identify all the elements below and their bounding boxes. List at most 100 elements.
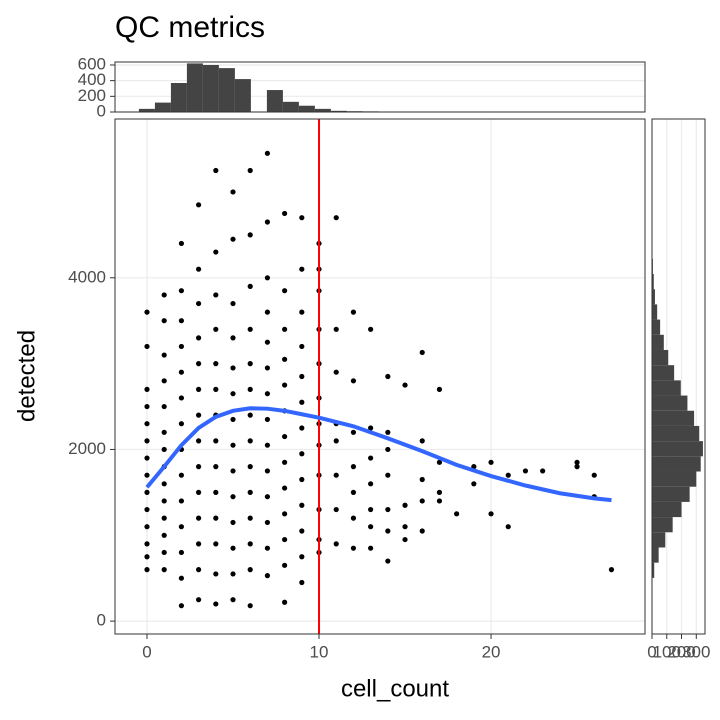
point bbox=[608, 567, 615, 573]
point bbox=[247, 386, 253, 392]
point bbox=[178, 603, 185, 609]
point bbox=[196, 489, 202, 495]
point bbox=[247, 283, 253, 289]
point bbox=[333, 541, 339, 547]
point bbox=[264, 573, 271, 579]
point bbox=[264, 416, 271, 423]
point bbox=[196, 412, 202, 418]
point bbox=[196, 266, 202, 272]
point bbox=[264, 442, 271, 448]
point bbox=[299, 451, 305, 457]
histogram-bar bbox=[652, 365, 675, 381]
point bbox=[385, 506, 391, 513]
point bbox=[230, 519, 236, 526]
point bbox=[264, 219, 271, 225]
point bbox=[196, 361, 202, 367]
point bbox=[230, 571, 236, 577]
point bbox=[368, 425, 374, 431]
point bbox=[247, 167, 253, 174]
point bbox=[299, 399, 305, 405]
point bbox=[488, 459, 494, 465]
point bbox=[488, 511, 494, 517]
point bbox=[161, 515, 167, 521]
point bbox=[282, 536, 288, 543]
x-tick-label: 20 bbox=[482, 642, 501, 661]
point bbox=[196, 464, 202, 470]
point bbox=[230, 300, 236, 307]
trend-line bbox=[145, 406, 612, 503]
point bbox=[264, 494, 271, 500]
histogram-bar bbox=[652, 304, 658, 320]
point bbox=[196, 541, 202, 547]
x-tick-label: 200 bbox=[667, 642, 695, 661]
point bbox=[213, 326, 219, 332]
point bbox=[144, 472, 150, 478]
point bbox=[333, 369, 339, 375]
histogram-bar bbox=[330, 110, 347, 112]
point bbox=[368, 506, 374, 513]
histogram-bar bbox=[652, 501, 682, 518]
histogram-bar bbox=[652, 334, 664, 350]
point bbox=[419, 528, 425, 534]
panel-border bbox=[114, 61, 646, 113]
x-tick-label: 10 bbox=[310, 642, 329, 661]
point bbox=[264, 545, 271, 551]
point bbox=[385, 429, 391, 435]
point bbox=[299, 425, 305, 431]
y-tick-label: 600 bbox=[78, 54, 106, 73]
point bbox=[144, 541, 150, 547]
point bbox=[333, 472, 339, 478]
histogram-bar bbox=[652, 410, 695, 426]
point bbox=[144, 567, 150, 573]
point bbox=[282, 356, 288, 362]
histogram-bar bbox=[652, 441, 703, 457]
histogram-bar bbox=[652, 532, 666, 548]
point bbox=[161, 549, 167, 556]
point bbox=[247, 232, 253, 238]
point bbox=[196, 300, 202, 307]
y-tick-label: 400 bbox=[78, 70, 106, 89]
point bbox=[178, 472, 185, 478]
point bbox=[161, 429, 167, 435]
point bbox=[299, 309, 305, 315]
point bbox=[161, 498, 167, 504]
histogram-bar bbox=[652, 319, 661, 335]
point bbox=[299, 373, 305, 380]
point bbox=[282, 210, 288, 217]
point bbox=[385, 558, 391, 564]
point bbox=[161, 532, 167, 538]
histogram-bar bbox=[652, 274, 654, 290]
point bbox=[368, 545, 374, 551]
point bbox=[247, 326, 253, 332]
point bbox=[230, 442, 236, 448]
point bbox=[196, 597, 202, 603]
point bbox=[436, 386, 443, 392]
point bbox=[196, 335, 202, 341]
point bbox=[196, 386, 202, 392]
point bbox=[282, 288, 288, 294]
histogram-bar bbox=[652, 486, 690, 502]
point bbox=[178, 498, 185, 504]
point bbox=[178, 343, 185, 350]
point bbox=[247, 567, 253, 573]
point bbox=[247, 464, 253, 470]
histogram-bar bbox=[234, 79, 251, 112]
point bbox=[505, 472, 511, 478]
histogram-bar bbox=[298, 105, 315, 112]
point bbox=[161, 352, 167, 358]
point bbox=[385, 472, 391, 478]
point bbox=[333, 506, 339, 513]
point bbox=[540, 468, 546, 474]
point bbox=[213, 438, 219, 444]
point bbox=[230, 335, 236, 341]
point bbox=[350, 464, 357, 470]
point bbox=[454, 511, 460, 517]
point bbox=[264, 365, 271, 371]
point bbox=[144, 403, 150, 410]
point bbox=[144, 343, 150, 350]
point bbox=[591, 472, 597, 478]
histogram-bar bbox=[652, 517, 673, 533]
panel-border bbox=[651, 118, 706, 635]
